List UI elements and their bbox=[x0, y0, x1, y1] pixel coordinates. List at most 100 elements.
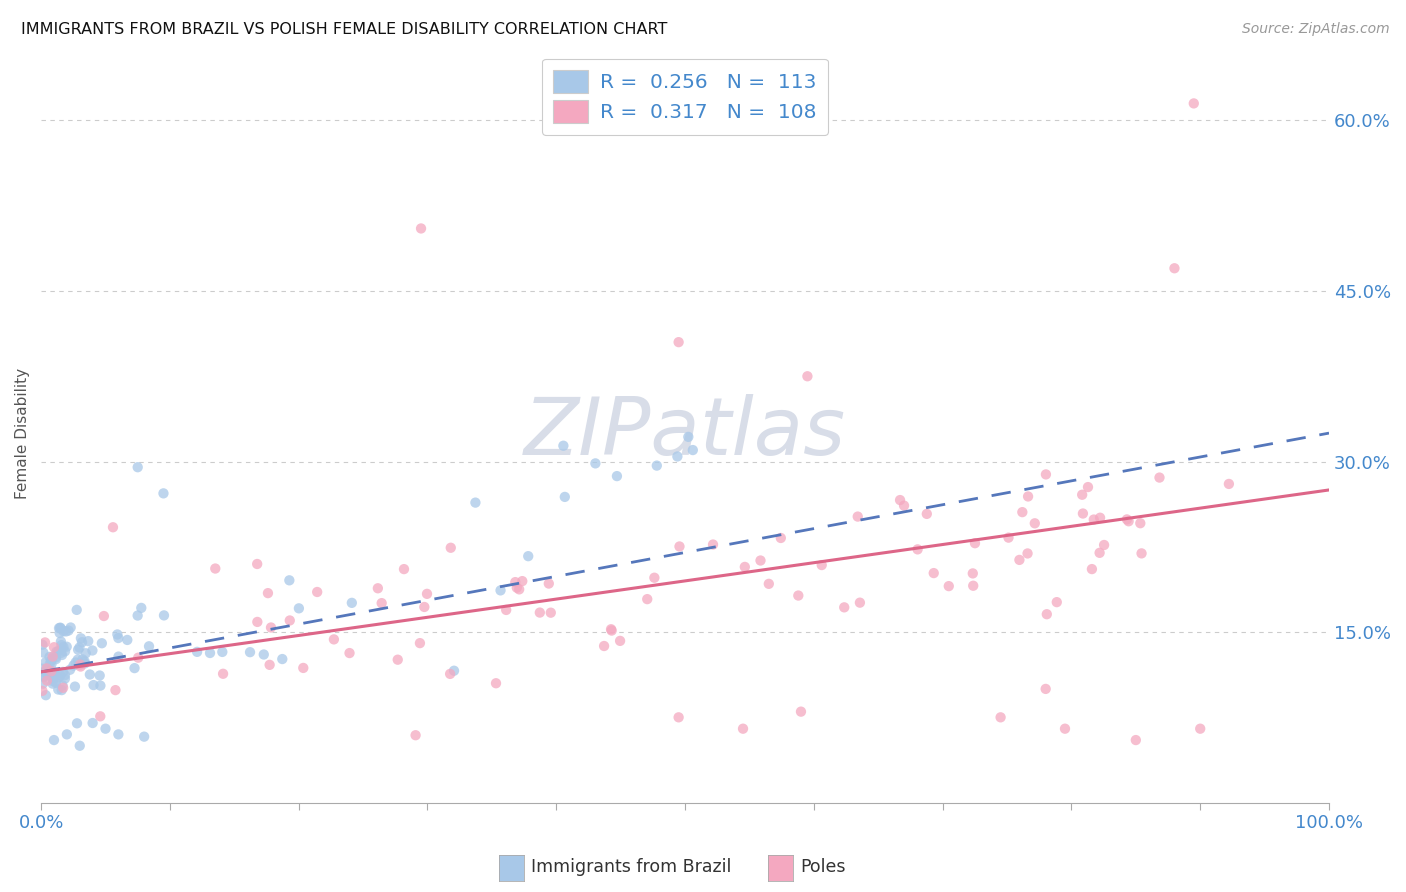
Point bbox=[45, 652, 67, 666]
Point bbox=[506, 581, 529, 595]
Point bbox=[510, 574, 533, 588]
Point bbox=[413, 599, 436, 614]
Point bbox=[83, 678, 105, 692]
Point bbox=[48, 670, 70, 684]
Point bbox=[1149, 470, 1171, 484]
Point bbox=[1036, 607, 1059, 622]
Point bbox=[51, 638, 73, 652]
Point bbox=[962, 579, 984, 593]
Point bbox=[42, 671, 65, 685]
Point bbox=[31, 683, 53, 698]
Point bbox=[44, 668, 66, 682]
Point bbox=[554, 490, 576, 504]
Point bbox=[963, 536, 986, 550]
Point bbox=[39, 654, 62, 668]
Point bbox=[1008, 553, 1031, 567]
Point bbox=[1163, 261, 1185, 276]
Point bbox=[915, 507, 938, 521]
Point bbox=[52, 640, 75, 654]
Point bbox=[1118, 514, 1140, 528]
Point bbox=[636, 592, 658, 607]
Point bbox=[93, 609, 115, 624]
Point bbox=[55, 624, 77, 639]
Point bbox=[48, 626, 70, 640]
Text: ZIPatlas: ZIPatlas bbox=[524, 394, 846, 472]
Point bbox=[69, 657, 91, 672]
Point bbox=[67, 642, 90, 657]
Point bbox=[1130, 546, 1153, 560]
Point bbox=[127, 650, 149, 665]
Point bbox=[1116, 512, 1139, 526]
Point bbox=[105, 627, 128, 641]
Point bbox=[997, 531, 1019, 545]
Point bbox=[69, 640, 91, 655]
Point bbox=[52, 624, 75, 639]
Point bbox=[790, 705, 813, 719]
Point bbox=[34, 655, 56, 669]
Point bbox=[643, 571, 665, 585]
Point bbox=[204, 561, 226, 575]
Point bbox=[485, 676, 508, 690]
Point bbox=[211, 645, 233, 659]
Point bbox=[1017, 546, 1039, 560]
Point bbox=[288, 601, 311, 615]
Point bbox=[82, 643, 104, 657]
Point bbox=[66, 653, 89, 667]
Point bbox=[370, 596, 392, 610]
Point bbox=[537, 576, 560, 591]
Point bbox=[409, 221, 432, 235]
Point bbox=[1182, 96, 1205, 111]
Point bbox=[1092, 538, 1115, 552]
Point bbox=[66, 603, 89, 617]
Point bbox=[52, 665, 75, 679]
Point bbox=[32, 646, 55, 660]
Point bbox=[73, 657, 96, 671]
Legend: R =  0.256   N =  113, R =  0.317   N =  108: R = 0.256 N = 113, R = 0.317 N = 108 bbox=[541, 59, 828, 135]
Point bbox=[48, 621, 70, 635]
Point bbox=[45, 676, 67, 690]
Point bbox=[62, 658, 84, 673]
Point bbox=[769, 531, 792, 545]
Point bbox=[246, 615, 269, 629]
Point bbox=[405, 728, 427, 742]
Text: Source: ZipAtlas.com: Source: ZipAtlas.com bbox=[1241, 22, 1389, 37]
Point bbox=[810, 558, 832, 572]
Point bbox=[41, 657, 63, 671]
Point bbox=[127, 608, 149, 623]
Y-axis label: Female Disability: Female Disability bbox=[15, 368, 30, 499]
Point bbox=[257, 586, 280, 600]
Point bbox=[849, 596, 872, 610]
Point bbox=[42, 667, 65, 681]
Point bbox=[259, 657, 281, 672]
Text: IMMIGRANTS FROM BRAZIL VS POLISH FEMALE DISABILITY CORRELATION CHART: IMMIGRANTS FROM BRAZIL VS POLISH FEMALE … bbox=[21, 22, 668, 37]
Point bbox=[1017, 490, 1039, 504]
Point bbox=[45, 650, 67, 665]
Point bbox=[34, 635, 56, 649]
Point bbox=[35, 661, 58, 675]
Point bbox=[440, 541, 463, 555]
Point bbox=[51, 678, 73, 692]
Point bbox=[35, 665, 58, 679]
Point bbox=[990, 710, 1012, 724]
Point bbox=[49, 668, 72, 682]
Point bbox=[94, 722, 117, 736]
Point bbox=[503, 575, 526, 590]
Point bbox=[89, 668, 111, 682]
Point bbox=[35, 688, 58, 702]
Point bbox=[678, 430, 700, 444]
Point bbox=[495, 603, 517, 617]
Point bbox=[600, 622, 623, 636]
Point bbox=[593, 639, 616, 653]
Point bbox=[51, 683, 73, 698]
Point bbox=[645, 458, 668, 473]
Point bbox=[387, 653, 409, 667]
Point bbox=[893, 499, 915, 513]
Point bbox=[49, 646, 72, 660]
Point bbox=[1218, 477, 1240, 491]
Point bbox=[246, 557, 269, 571]
Point bbox=[89, 709, 111, 723]
Point bbox=[339, 646, 361, 660]
Point bbox=[82, 716, 104, 731]
Point bbox=[212, 666, 235, 681]
Point bbox=[938, 579, 960, 593]
